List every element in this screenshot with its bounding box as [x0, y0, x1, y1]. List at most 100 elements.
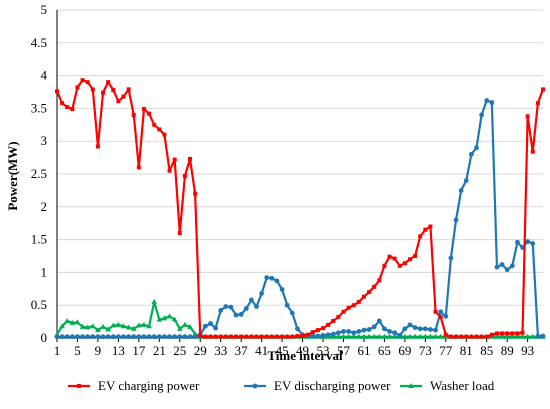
ev-charging-power-point — [167, 168, 172, 173]
ev-discharging-power-point — [59, 334, 65, 340]
ev-charging-power-point — [438, 315, 443, 320]
ev-discharging-power-point — [412, 325, 418, 330]
ev-discharging-power-point — [126, 334, 132, 340]
x-tick-label: 89 — [501, 343, 514, 358]
ev-discharging-power-point — [95, 334, 101, 340]
ev-charging-power-point — [290, 334, 295, 339]
ev-discharging-power-point — [115, 334, 121, 340]
y-tick-label: 2.5 — [31, 166, 47, 181]
x-tick-label: 41 — [255, 343, 268, 358]
washer-load-point — [136, 322, 142, 328]
ev-charging-power-point — [101, 90, 106, 95]
ev-discharging-power-point — [136, 334, 142, 340]
x-tick-label: 65 — [378, 343, 391, 358]
ev-charging-power-point — [208, 334, 213, 339]
ev-charging-power-point — [489, 332, 494, 337]
x-tick-label: 57 — [337, 343, 351, 358]
ev-charging-power-point — [505, 331, 510, 336]
ev-discharging-power-point — [387, 329, 392, 334]
ev-discharging-power-point — [361, 327, 367, 333]
ev-discharging-power-point — [100, 334, 106, 340]
ev-discharging-power-point — [438, 309, 444, 315]
washer-load-point — [130, 325, 137, 331]
ev-discharging-power-point — [499, 262, 505, 267]
washer-load-point — [350, 333, 357, 339]
washer-load-point — [340, 333, 347, 339]
washer-load-point — [69, 319, 76, 325]
ev-charging-power-point — [331, 318, 336, 323]
ev-charging-power-point — [351, 303, 356, 308]
legend-label: EV discharging power — [274, 378, 391, 393]
washer-load-point — [529, 333, 536, 339]
ev-charging-power-point — [310, 330, 315, 335]
washer-load-point — [494, 333, 500, 339]
ev-discharging-power-point — [341, 329, 346, 334]
washer-load-point — [115, 321, 122, 327]
ev-charging-power-point — [520, 330, 525, 335]
y-tick-label: 1.5 — [31, 232, 47, 247]
ev-discharging-power-point — [187, 334, 193, 340]
ev-charging-power-point — [70, 107, 75, 112]
ev-discharging-power-point — [540, 333, 546, 339]
ev-discharging-power-point — [238, 311, 244, 317]
y-tick-label: 3.5 — [31, 100, 47, 115]
ev-charging-power-point — [321, 326, 326, 331]
ev-discharging-power-point — [121, 334, 126, 340]
washer-load-point — [187, 323, 193, 329]
ev-charging-power-point — [515, 331, 520, 336]
ev-discharging-power-point — [428, 327, 433, 332]
washer-load-point — [176, 325, 183, 331]
ev-discharging-power-point — [525, 239, 531, 244]
ev-charging-power-point — [274, 334, 279, 339]
ev-charging-power-point — [474, 334, 479, 339]
x-tick-label: 45 — [276, 343, 289, 358]
ev-charging-power-point — [479, 334, 484, 339]
ev-discharging-power-point — [320, 332, 326, 338]
washer-load-point — [335, 333, 342, 339]
x-tick-label: 13 — [112, 343, 125, 358]
x-tick-label: 73 — [419, 343, 432, 358]
washer-load-point — [432, 333, 439, 339]
washer-load-point — [519, 333, 526, 339]
washer-load-point — [156, 316, 163, 322]
ev-charging-power-point — [382, 263, 387, 268]
ev-charging-power-point — [541, 87, 545, 92]
x-tick-label: 69 — [398, 343, 411, 358]
washer-load-point — [84, 324, 91, 330]
ev-discharging-power-point — [284, 302, 290, 308]
washer-load-point — [95, 327, 101, 333]
ev-charging-power-point — [244, 334, 249, 339]
ev-discharging-power-point — [463, 178, 469, 183]
ev-discharging-power-point — [335, 330, 341, 336]
ev-charging-power-point — [106, 80, 111, 85]
ev-charging-power-point — [530, 149, 535, 154]
ev-charging-power-point — [188, 156, 193, 161]
legend: EV charging power EV discharging power Was… — [68, 378, 495, 393]
ev-discharging-power-point — [479, 112, 485, 118]
ev-charging-power-point — [75, 85, 80, 90]
ev-discharging-power-point — [54, 334, 60, 340]
ev-charging-power-point — [90, 87, 95, 92]
ev-charging-power-point — [392, 256, 397, 261]
x-tick-label: 85 — [480, 343, 493, 358]
ev-charging-power-point — [80, 78, 85, 83]
washer-load-point — [74, 319, 81, 325]
legend-swatch-marker — [252, 383, 258, 389]
x-tick-label: 5 — [74, 343, 81, 358]
ev-discharging-power-point — [489, 100, 495, 105]
ev-charging-power-point — [60, 101, 65, 106]
ev-charging-power-point — [494, 331, 499, 336]
legend-label: Washer load — [430, 378, 495, 393]
x-tick-label: 61 — [357, 343, 370, 358]
ev-charging-power-point — [249, 334, 254, 339]
x-tick-label: 9 — [95, 343, 102, 358]
washer-load-point — [412, 333, 418, 339]
ev-discharging-power-point — [295, 326, 300, 332]
ev-charging-power-point — [423, 227, 428, 232]
ev-discharging-power-point — [504, 267, 510, 273]
ev-charging-power-point — [300, 334, 305, 339]
x-axis-title: Time interval — [267, 348, 343, 363]
ev-charging-power-point — [413, 254, 418, 258]
ev-charging-power-point — [126, 87, 131, 92]
x-tick-label: 21 — [153, 343, 166, 358]
